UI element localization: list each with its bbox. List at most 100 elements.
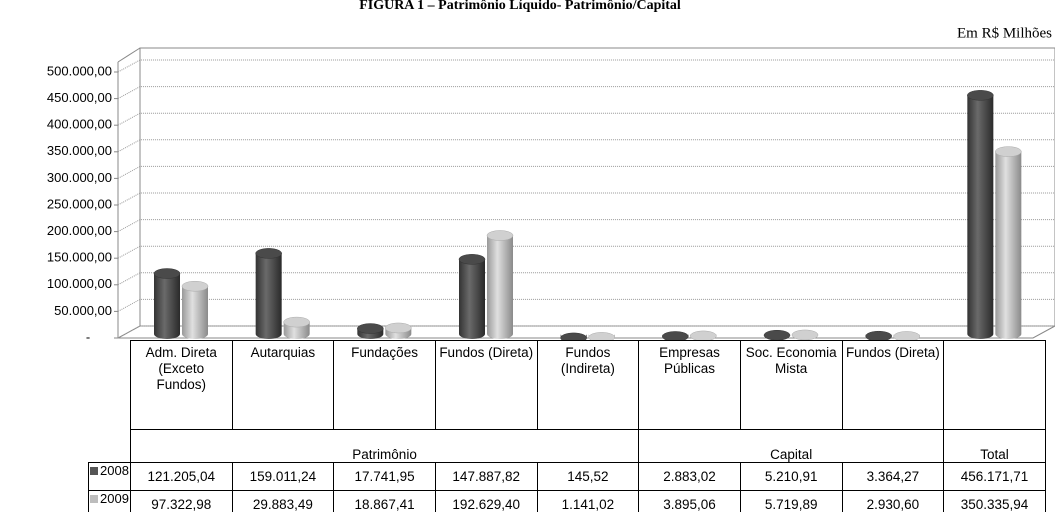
y-tick-label: 200.000,00 — [47, 223, 112, 238]
grid-line — [117, 298, 1055, 312]
bar-top — [967, 90, 994, 101]
y-tick-label: 50.000,00 — [54, 303, 112, 318]
bar — [255, 248, 282, 339]
y-tick-label: 250.000,00 — [47, 196, 112, 211]
bar — [763, 329, 791, 340]
data-table: Adm. Direta (Exceto Fundos) Autarquias Fun… — [88, 340, 1046, 512]
value-cell: 97.322,98 — [129, 490, 233, 512]
group-label: Total — [943, 429, 1046, 463]
y-tick-label: 100.000,00 — [47, 276, 112, 291]
bar-top — [458, 254, 486, 265]
grid-line — [117, 245, 1055, 259]
grid-line — [117, 59, 1055, 73]
bar — [458, 254, 486, 339]
bar-top — [283, 316, 310, 328]
bar — [588, 332, 615, 340]
side-top — [117, 47, 141, 63]
category-row: Adm. Direta (Exceto Fundos) Autarquias Fun… — [89, 340, 1046, 430]
bar — [283, 316, 310, 339]
legend-label: 2008 — [100, 463, 129, 479]
corner — [89, 341, 131, 430]
value-cell: 147.887,82 — [434, 462, 538, 491]
grid-line — [117, 192, 1055, 206]
category-label: Adm. Direta (Exceto Fundos) — [129, 340, 233, 430]
bar — [662, 331, 689, 340]
bar-body — [154, 273, 180, 339]
value-cell: 2.930,60 — [841, 490, 945, 512]
bar-top — [588, 332, 615, 340]
chart-subtitle: Em R$ Milhões — [957, 25, 1052, 41]
back-wall — [139, 47, 1055, 327]
group-label: Patrimônio — [129, 429, 640, 463]
chart-title: FIGURA 1 – Patrimônio Líquido- Patrimôni… — [359, 0, 681, 13]
bar-top — [255, 248, 282, 259]
legend-swatch — [90, 495, 98, 503]
series-row: 2008 121.205,04 159.011,24 17.741,95 147.887… — [88, 462, 1046, 491]
bar — [385, 322, 412, 339]
bar — [560, 332, 587, 340]
legend-entry: 2008 — [88, 462, 131, 491]
grid-line — [117, 272, 1055, 286]
value-cell: 3.895,06 — [638, 490, 741, 512]
grid-line — [117, 86, 1055, 100]
grid-line — [117, 165, 1055, 179]
y-tick-label: 300.000,00 — [47, 170, 112, 185]
bar-top — [181, 280, 209, 292]
series-row: 2009 97.322,98 29.883,49 18.867,41 192.629,4… — [88, 490, 1046, 512]
bar — [690, 330, 717, 340]
bar-top — [865, 330, 892, 340]
category-label: Fundos (Indireta) — [536, 340, 640, 430]
bar-top — [893, 331, 920, 340]
value-cell: 29.883,49 — [231, 490, 335, 512]
value-cell: 2.883,02 — [638, 462, 741, 491]
category-label: Soc. Economia Mista — [739, 340, 843, 430]
bar-body — [967, 95, 994, 339]
value-cell: 3.364,27 — [841, 462, 945, 491]
bar-top — [791, 329, 819, 340]
value-cell: 350.335,94 — [943, 490, 1046, 512]
legend-swatch — [90, 467, 98, 475]
value-cell: 456.171,71 — [943, 462, 1046, 491]
corner — [89, 430, 131, 463]
chart: FIGURA 1 – Patrimônio Líquido- Patrimôni… — [47, 0, 1055, 340]
category-label: Fundos (Direta) — [434, 340, 538, 430]
bar — [153, 268, 181, 339]
y-tick-label: 500.000,00 — [47, 63, 112, 78]
value-cell: 5.719,89 — [739, 490, 843, 512]
y-tick-label: 350.000,00 — [47, 143, 112, 158]
bar-top — [690, 330, 717, 340]
bar-top — [153, 268, 181, 279]
bar — [357, 323, 384, 339]
value-cell: 159.011,24 — [231, 462, 335, 491]
y-tick-label: 400.000,00 — [47, 117, 112, 132]
category-label: Fundações — [333, 340, 436, 430]
bar-top — [995, 146, 1022, 157]
bar — [181, 280, 209, 339]
grid-line — [117, 112, 1055, 126]
bar — [967, 90, 994, 339]
bar-top — [486, 230, 514, 241]
bar — [865, 330, 892, 340]
y-tick-label: - — [86, 329, 90, 340]
value-cell: 145,52 — [536, 462, 640, 491]
bar-body — [995, 151, 1022, 339]
bar — [486, 230, 514, 339]
value-cell: 192.629,40 — [434, 490, 538, 512]
group-label: Capital — [638, 429, 945, 463]
y-tick-label: 450.000,00 — [47, 90, 112, 105]
bar-top — [763, 329, 791, 340]
grid-line — [117, 219, 1055, 233]
grid-line — [117, 139, 1055, 153]
value-cell: 18.867,41 — [333, 490, 436, 512]
legend-entry: 2009 — [88, 490, 131, 512]
value-cell: 17.741,95 — [333, 462, 436, 491]
bar-top — [357, 323, 384, 334]
bar-body — [255, 253, 282, 339]
bar-top — [662, 331, 689, 340]
y-tick-label: 150.000,00 — [47, 250, 112, 265]
bar-top — [560, 332, 587, 340]
bar-body — [459, 259, 485, 339]
bar-top — [385, 322, 412, 334]
grid-line — [117, 325, 1055, 339]
